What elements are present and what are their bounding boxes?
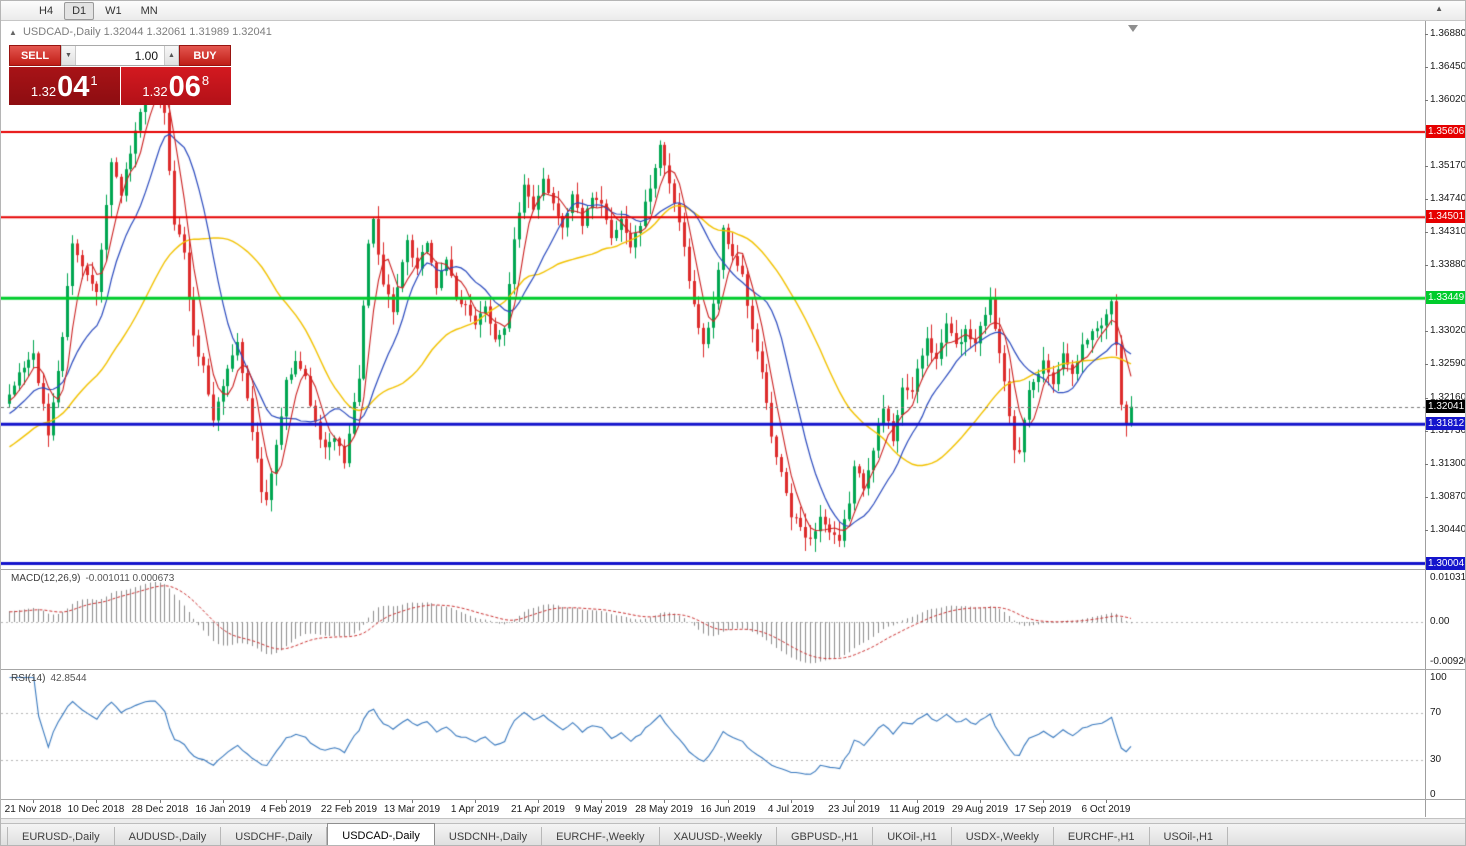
buy-price-sup: 8 [201,73,210,88]
timeframe-button-d1[interactable]: D1 [64,1,95,20]
volume-decrease-button[interactable]: ▼ [61,46,76,65]
time-axis-divider [1,799,1465,800]
sell-price-display[interactable]: 1.32 04 1 [9,67,120,105]
time-axis-tickmark [33,800,34,803]
time-axis-tickmark [917,800,918,803]
buy-price-small: 1.32 [142,84,168,99]
time-axis-label: 10 Dec 2018 [67,804,125,815]
time-axis-tickmark [96,800,97,803]
chart-tab-usdchf-daily[interactable]: USDCHF-,Daily [221,827,328,845]
sell-price-big: 04 [57,71,90,103]
chart-tab-ukoil-h1[interactable]: UKOil-,H1 [873,827,952,845]
time-axis-label: 16 Jan 2019 [195,804,251,815]
time-axis-label: 28 May 2019 [635,804,693,815]
time-axis-label: 29 Aug 2019 [951,804,1009,815]
time-axis-tickmark [538,800,539,803]
chart-tab-eurchf-weekly[interactable]: EURCHF-,Weekly [542,827,660,845]
price-axis-separator [1425,21,1426,817]
macd-name: MACD(12,26,9) [11,573,81,584]
time-axis-tickmark [664,800,665,803]
one-click-price-row: 1.32 04 1 1.32 06 8 [9,67,231,105]
buy-price-display[interactable]: 1.32 06 8 [120,67,231,105]
chart-symbol-period: USDCAD-,Daily [22,26,101,38]
chart-tab-audusd-daily[interactable]: AUDUSD-,Daily [115,827,222,845]
timeframe-toolbar: H4 D1 W1 MN [31,1,166,20]
chart-tab-usoil-h1[interactable]: USOil-,H1 [1150,827,1229,845]
chart-title: ▲ USDCAD-,Daily 1.32044 1.32061 1.31989 … [9,26,272,38]
one-click-collapse-icon[interactable]: ▲ [9,28,17,37]
time-axis-label: 28 Dec 2018 [131,804,189,815]
time-axis-tickmark [1043,800,1044,803]
time-axis-tickmark [349,800,350,803]
time-axis-label: 9 May 2019 [574,804,628,815]
time-axis[interactable]: 21 Nov 2018 10 Dec 2018 28 Dec 2018 16 Jan … [1,800,1425,818]
chart-tab-gbpusd-h1[interactable]: GBPUSD-,H1 [777,827,874,845]
chart-tab-eurusd-daily[interactable]: EURUSD-,Daily [7,827,115,845]
chart-tab-usdx-weekly[interactable]: USDX-,Weekly [952,827,1054,845]
time-axis-tickmark [412,800,413,803]
time-axis-tickmark [223,800,224,803]
time-axis-label: 1 Apr 2019 [450,804,500,815]
price-axis[interactable] [1426,21,1465,799]
rsi-panel-divider[interactable] [1,669,1465,670]
time-axis-tickmark [854,800,855,803]
buy-button[interactable]: BUY [179,45,231,66]
rsi-name: RSI(14) [11,673,46,684]
rsi-value: 42.8544 [50,673,87,684]
chart-tab-bar: EURUSD-,Daily AUDUSD-,Daily USDCHF-,Daily U… [1,823,1465,845]
buy-price-big: 06 [168,71,201,103]
window-bottom-strip [1,818,1465,823]
chart-tab-xauusd-weekly[interactable]: XAUUSD-,Weekly [660,827,777,845]
time-axis-label: 23 Jul 2019 [828,804,880,815]
time-axis-label: 13 Mar 2019 [383,804,441,815]
time-axis-label: 16 Jun 2019 [700,804,756,815]
time-axis-label: 4 Feb 2019 [260,804,312,815]
time-axis-label: 22 Feb 2019 [320,804,378,815]
sell-price-small: 1.32 [30,84,57,99]
chart-tab-usdcnh-daily[interactable]: USDCNH-,Daily [435,827,543,845]
chart-tab-eurchf-h1[interactable]: EURCHF-,H1 [1054,827,1150,845]
chart-shift-marker[interactable] [1128,25,1138,32]
timeframe-button-h4[interactable]: H4 [39,4,54,17]
one-click-order-row: SELL ▼ ▲ BUY [9,45,231,66]
volume-input[interactable] [76,46,164,65]
volume-control: ▼ ▲ [61,45,179,66]
timeframe-button-mn[interactable]: MN [140,4,158,17]
time-axis-label: 21 Apr 2019 [511,804,565,815]
price-chart-canvas[interactable] [1,21,1425,799]
time-axis-tickmark [1106,800,1107,803]
chart-tab-usdcad-daily[interactable]: USDCAD-,Daily [327,823,435,845]
time-axis-label: 11 Aug 2019 [889,804,945,815]
time-axis-tickmark [160,800,161,803]
toolbar: H4 D1 W1 MN ▲ [1,1,1465,21]
time-axis-label: 4 Jul 2019 [767,804,815,815]
macd-values: -0.001011 0.000673 [85,573,175,584]
time-axis-label: 21 Nov 2018 [4,804,62,815]
rsi-indicator-label: RSI(14) 42.8544 [11,673,87,684]
time-axis-tickmark [475,800,476,803]
timeframe-button-w1[interactable]: W1 [105,4,122,17]
sell-price-sup: 1 [90,73,98,88]
macd-panel-divider[interactable] [1,569,1465,570]
time-axis-tickmark [791,800,792,803]
sell-button[interactable]: SELL [9,45,61,66]
time-axis-tickmark [728,800,729,803]
time-axis-tickmark [286,800,287,803]
toolbar-overflow-icon[interactable]: ▲ [1435,4,1443,13]
one-click-trading-panel: SELL ▼ ▲ BUY 1.32 04 1 1.32 06 8 [9,45,231,105]
macd-indicator-label: MACD(12,26,9) -0.001011 0.000673 [11,573,174,584]
time-axis-tickmark [980,800,981,803]
chart-quote-line: 1.32044 1.32061 1.31989 1.32041 [103,26,272,38]
time-axis-label: 6 Oct 2019 [1081,804,1131,815]
time-axis-label: 17 Sep 2019 [1014,804,1072,815]
time-axis-tickmark [601,800,602,803]
volume-increase-button[interactable]: ▲ [164,46,179,65]
